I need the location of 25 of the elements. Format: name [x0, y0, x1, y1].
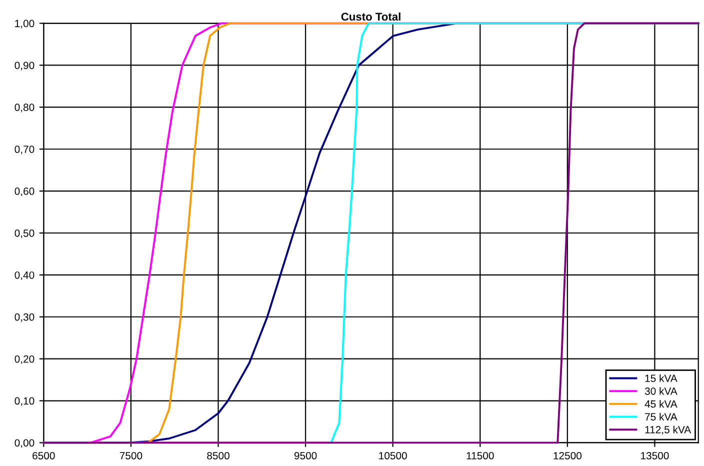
y-tick-label: 1,00 [15, 20, 34, 28]
y-tick-label: 0,60 [14, 188, 34, 196]
y-tick-label: 0,50 [14, 230, 34, 238]
legend-label: 15 kVA [645, 374, 678, 382]
chart-title: Custo Total [341, 12, 400, 21]
legend-label: 30 kVA [644, 387, 678, 395]
y-tick-label: 0,20 [14, 355, 34, 364]
x-tick-label: 8500 [207, 452, 230, 460]
x-tick-label: 7500 [120, 452, 142, 460]
y-tick-label: 0,70 [14, 146, 34, 154]
y-tick-label: 0,30 [14, 313, 34, 322]
x-tick-label: 13500 [641, 452, 669, 460]
legend-label: 45 kVA [644, 400, 678, 408]
y-tick-label: 0,10 [14, 397, 34, 406]
y-tick-label: 0,80 [14, 104, 34, 112]
x-tick-label: 11500 [466, 452, 494, 460]
x-tick-label: 6500 [32, 452, 55, 460]
x-tick-label: 9500 [294, 452, 317, 460]
y-tick-label: 0,00 [14, 439, 34, 448]
y-tick-label: 0,40 [14, 271, 34, 280]
legend-label: 112,5 kVA [645, 426, 692, 435]
x-tick-label: 10500 [379, 452, 407, 460]
x-tick-label: 12500 [554, 452, 582, 460]
y-tick-label: 0,90 [14, 62, 34, 70]
legend-label: 75 kVA [645, 412, 678, 421]
